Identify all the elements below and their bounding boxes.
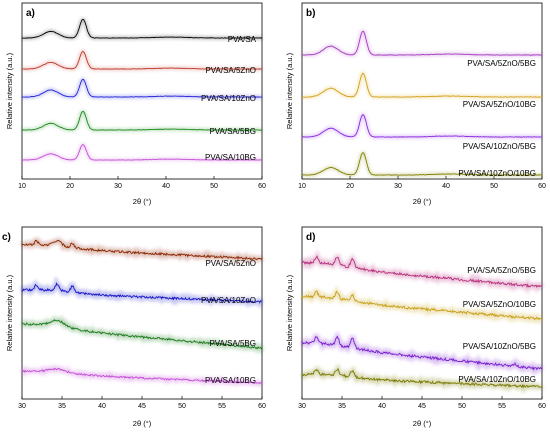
panel-letter: b) [306,8,315,19]
series-label: PVA/SA/5ZnO/10BG [463,300,536,309]
series-label: PVA/SA/10ZnO/5BG [463,142,536,151]
series-line [21,319,263,350]
series-label: PVA/SA/10ZnO [201,94,256,103]
series-line [301,30,543,56]
series-label: PVA/SA/10BG [205,376,256,385]
series-label: PVA/SA/5BG [209,127,256,136]
x-tick-label: 40 [98,403,106,410]
series-line [21,282,263,304]
x-tick-label: 20 [346,183,354,190]
series-line [21,110,263,131]
plot-frame [21,2,263,180]
series-line [301,335,543,371]
series-label: PVA/SA [228,35,257,44]
x-tick-label: 60 [538,403,546,410]
series-glow [21,17,263,40]
x-axis-label: 2θ (°) [413,419,432,428]
x-axis: 30 35 40 45 50 55 60 [18,396,266,410]
y-axis-label: Relative intensity (a.u.) [285,52,294,129]
series-label: PVA/SA/5ZnO/10BG [463,100,536,109]
series-group: PVA/SA PVA/SA/5ZnO PVA/SA/10ZnO PVA/SA/5BG P… [21,17,263,162]
x-tick-label: 30 [18,403,26,410]
panel-c: c) Relative intensity (a.u.) 2θ (°) 30 35… [2,226,266,428]
series-label: PVA/SA/5ZnO [205,66,256,75]
x-tick-label: 50 [490,183,498,190]
panel-d: d) Relative intensity (a.u.) 2θ (°) 30 35… [285,226,546,428]
series-label: PVA/SA/10ZnO/5BG [463,342,536,351]
x-tick-label: 55 [498,403,506,410]
panel-letter: a) [26,8,35,19]
series-label: PVA/SA/10ZnO/10BG [458,375,536,384]
x-tick-label: 45 [418,403,426,410]
x-tick-label: 50 [178,403,186,410]
x-tick-label: 55 [218,403,226,410]
x-tick-label: 50 [458,403,466,410]
plot-frame [301,2,543,180]
y-axis-label: Relative intensity (a.u.) [285,274,294,351]
x-tick-label: 45 [138,403,146,410]
series-label: PVA/SA/5ZnO/5BG [467,266,536,275]
x-tick-label: 10 [18,183,26,190]
series-line [301,72,543,98]
series-label: PVA/SA/10ZnO [201,296,256,305]
panel-a: a) Relative intensity (a.u.) 2θ (°) 10 20… [5,2,266,206]
x-tick-label: 30 [394,183,402,190]
series-glow [301,29,543,57]
series-glow [301,112,543,139]
x-axis-label: 2θ (°) [133,419,152,428]
x-axis: 30 35 40 45 50 55 60 [298,396,546,410]
panel-letter: c) [2,232,11,243]
series-label: PVA/SA/5ZnO/5BG [467,59,536,68]
x-axis: 10 20 30 40 50 60 [298,176,546,190]
panel-letter: d) [306,232,315,243]
x-axis-label: 2θ (°) [413,197,432,206]
x-tick-label: 30 [298,403,306,410]
series-line [21,19,263,39]
x-axis: 10 20 30 40 50 60 [18,176,266,190]
x-tick-label: 35 [338,403,346,410]
x-tick-label: 40 [442,183,450,190]
series-group: PVA/SA/5ZnO/5BG PVA/SA/5ZnO/10BG PVA/SA/10… [301,29,543,178]
series-line [302,367,543,389]
panel-b: b) Relative intensity (a.u.) 2θ (°) 10 20… [285,2,546,206]
series-group: PVA/SA/5ZnO PVA/SA/10ZnO PVA/SA/5BG PVA/SA/… [20,237,265,388]
series-line [21,78,263,98]
series-label: PVA/SA/5BG [209,339,256,348]
x-tick-label: 10 [298,183,306,190]
x-axis-label: 2θ (°) [133,197,152,206]
series-group: PVA/SA/5ZnO/5BG PVA/SA/5ZnO/10BG PVA/SA/10… [299,250,545,395]
series-line [21,144,263,161]
x-tick-label: 50 [210,183,218,190]
series-line [21,239,263,261]
series-glow [301,71,543,99]
series-line [301,113,543,138]
x-tick-label: 60 [538,183,546,190]
series-line [21,367,263,385]
x-tick-label: 20 [66,183,74,190]
x-tick-label: 40 [162,183,170,190]
series-label: PVA/SA/5ZnO [205,259,256,268]
series-line [21,50,263,70]
series-label: PVA/SA/10BG [205,153,256,162]
y-axis-label: Relative intensity (a.u.) [5,52,14,129]
x-tick-label: 60 [258,403,266,410]
series-line [301,152,543,176]
series-line [301,290,543,321]
series-label: PVA/SA/10ZnO/10BG [458,169,536,178]
x-tick-label: 60 [258,183,266,190]
x-tick-label: 30 [114,183,122,190]
series-line [301,255,543,289]
x-tick-label: 35 [58,403,66,410]
y-axis-label: Relative intensity (a.u.) [5,274,14,351]
x-tick-label: 40 [378,403,386,410]
